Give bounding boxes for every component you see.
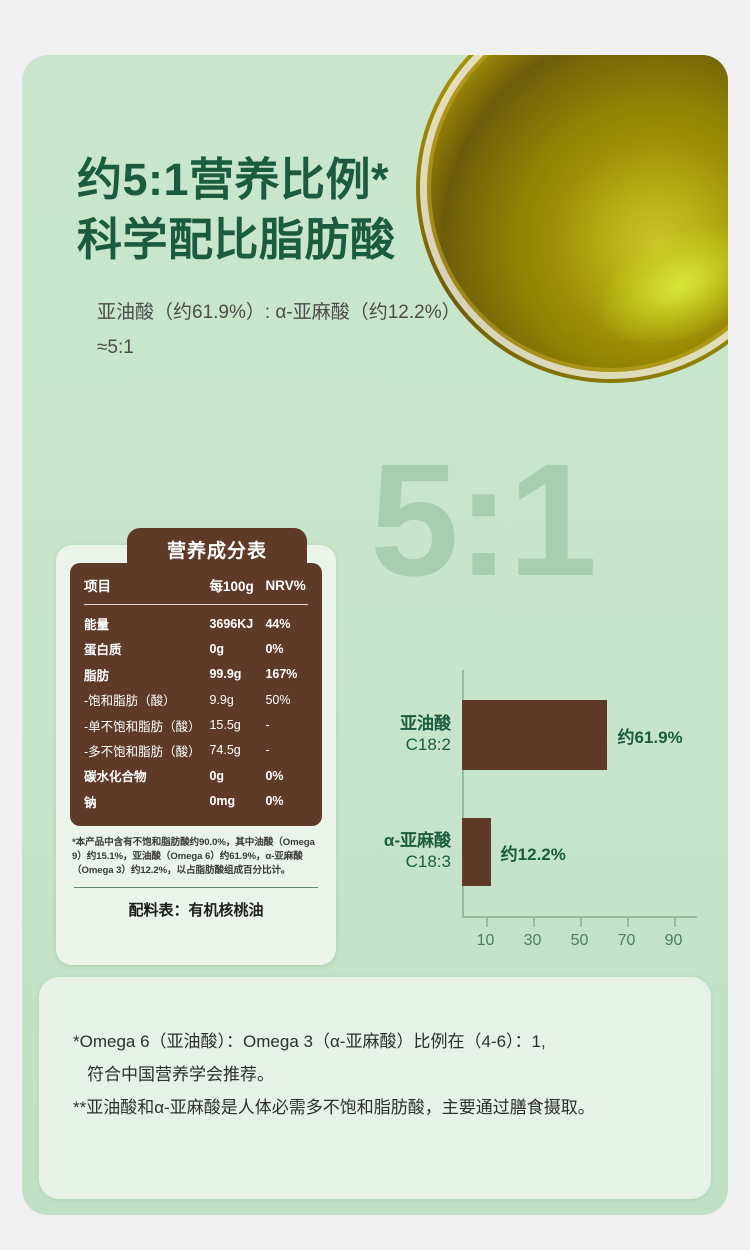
table-row: 能量 3696KJ 44% [84, 605, 308, 637]
table-row: 碳水化合物 0g 0% [84, 763, 308, 788]
chart-value-label: 约12.2% [500, 844, 566, 864]
chart-y-axis [462, 670, 464, 918]
chart-value-label: 约61.9% [617, 727, 683, 747]
header-nrv: NRV% [265, 577, 306, 593]
nutrition-tab-label: 营养成分表 [166, 540, 267, 562]
cell-nrv: 50% [265, 692, 291, 707]
chart-row: 亚油酸 C18:2 约61.9% [352, 700, 683, 770]
cell-nrv: 44% [265, 616, 291, 631]
subtitle: 亚油酸（约61.9%）: α-亚麻酸（约12.2%） ≈5:1 [97, 295, 527, 365]
x-tick-label: 30 [523, 932, 542, 949]
cell-item: 能量 [84, 618, 110, 632]
cell-per100g: 99.9g [209, 667, 242, 682]
x-tick-label: 10 [476, 932, 495, 949]
page-title: 约5:1营养比例* 科学配比脂肪酸 [77, 150, 396, 271]
hero-section: 5:1 约5:1营养比例* 科学配比脂肪酸 亚油酸（约61.9%）: α-亚麻酸… [22, 55, 728, 970]
chart-category-label: α-亚麻酸 C18:3 [352, 831, 462, 872]
cell-nrv: - [265, 718, 270, 732]
cell-nrv: - [265, 743, 270, 758]
table-row: 脂肪 99.9g 167% [84, 662, 308, 687]
chart-row: α-亚麻酸 C18:3 约12.2% [352, 818, 566, 886]
nutrition-card: 项目 每100g NRV% 能量 3696KJ 44% 蛋白质 0g 0% 脂肪 99.9g 1… [56, 545, 336, 965]
cell-per100g: 9.9g [209, 692, 234, 707]
cell-item: 钠 [84, 795, 97, 810]
footnote-line-2: 符合中国营养学会推荐。 [87, 1065, 274, 1085]
cell-per100g: 0g [209, 641, 225, 656]
header-item: 项目 [84, 579, 111, 594]
x-tick-label: 90 [664, 932, 683, 949]
cell-nrv: 0% [265, 768, 284, 783]
category-code: C18:3 [405, 852, 451, 871]
chart-bar [462, 700, 608, 770]
fatty-acid-bar-chart: 亚油酸 C18:2 约61.9% α-亚麻酸 C18:3 约12.2% 10 30 50 70 9… [352, 670, 697, 960]
ratio-watermark: 5:1 [370, 430, 597, 609]
cell-per100g: 15.5g [209, 718, 241, 732]
category-name: 亚油酸 [400, 714, 451, 734]
x-tick [626, 916, 629, 927]
footnote-line-1: *Omega 6（亚油酸）：Omega 3（α-亚麻酸）比例在（4-6）：1, [73, 1032, 546, 1051]
ingredients-value: 有机核桃油 [188, 901, 264, 919]
category-code: C18:2 [405, 735, 451, 754]
x-tick-label: 70 [617, 932, 636, 949]
cell-item: -饱和脂肪（酸） [84, 694, 176, 709]
category-name: α-亚麻酸 [383, 831, 451, 851]
cell-item: 碳水化合物 [84, 770, 147, 785]
ingredients-label: 配料表： [128, 901, 189, 919]
x-tick [485, 916, 488, 927]
footnotes-panel: *Omega 6（亚油酸）：Omega 3（α-亚麻酸）比例在（4-6）：1, … [39, 977, 711, 1199]
nutrition-table-tab: 营养成分表 [127, 528, 307, 570]
x-tick [579, 916, 582, 927]
subtitle-line-2: ≈5:1 [97, 337, 134, 359]
cell-nrv: 0% [265, 794, 284, 809]
x-tick-label: 50 [570, 932, 589, 949]
main-panel: 5:1 约5:1营养比例* 科学配比脂肪酸 亚油酸（约61.9%）: α-亚麻酸… [22, 55, 728, 1215]
chart-category-label: 亚油酸 C18:2 [352, 714, 462, 755]
table-row: -多不饱和脂肪（酸） 74.5g - [84, 738, 308, 763]
card-divider [74, 886, 318, 888]
title-line-1: 约5:1营养比例* [77, 154, 390, 205]
nutrition-footnote: *本产品中含有不饱和脂肪酸约90.0%，其中油酸（Omega 9）约15.1%，… [72, 836, 315, 876]
table-row: -饱和脂肪（酸） 9.9g 50% [84, 687, 308, 712]
cell-per100g: 0g [209, 768, 225, 783]
cell-per100g: 74.5g [209, 743, 241, 758]
cell-nrv: 0% [265, 641, 284, 656]
table-row: 钠 0mg 0% [84, 788, 308, 813]
x-tick [532, 916, 535, 927]
footnote-line-3: **亚油酸和α-亚麻酸是人体必需多不饱和脂肪酸，主要通过膳食摄取。 [73, 1098, 595, 1118]
table-header-row: 项目 每100g NRV% [84, 575, 308, 605]
cell-item: -单不饱和脂肪（酸） [84, 719, 201, 734]
header-per100g: 每100g [209, 579, 254, 594]
cell-per100g: 3696KJ [209, 616, 254, 631]
x-tick [673, 916, 676, 927]
cell-item: 脂肪 [84, 668, 110, 683]
ingredients-row: 配料表：有机核桃油 [70, 899, 322, 920]
table-row: 蛋白质 0g 0% [84, 636, 308, 661]
cell-nrv: 167% [265, 667, 298, 682]
subtitle-line-1: 亚油酸（约61.9%）: α-亚麻酸（约12.2%） [97, 302, 461, 323]
title-line-2: 科学配比脂肪酸 [77, 214, 396, 266]
table-row: -单不饱和脂肪（酸） 15.5g - [84, 712, 308, 737]
cell-item: 蛋白质 [84, 643, 122, 658]
cell-item: -多不饱和脂肪（酸） [84, 744, 201, 759]
chart-bar [462, 818, 491, 886]
nutrition-facts-table: 项目 每100g NRV% 能量 3696KJ 44% 蛋白质 0g 0% 脂肪 99.9g 1… [70, 563, 322, 826]
cell-per100g: 0mg [209, 794, 236, 809]
